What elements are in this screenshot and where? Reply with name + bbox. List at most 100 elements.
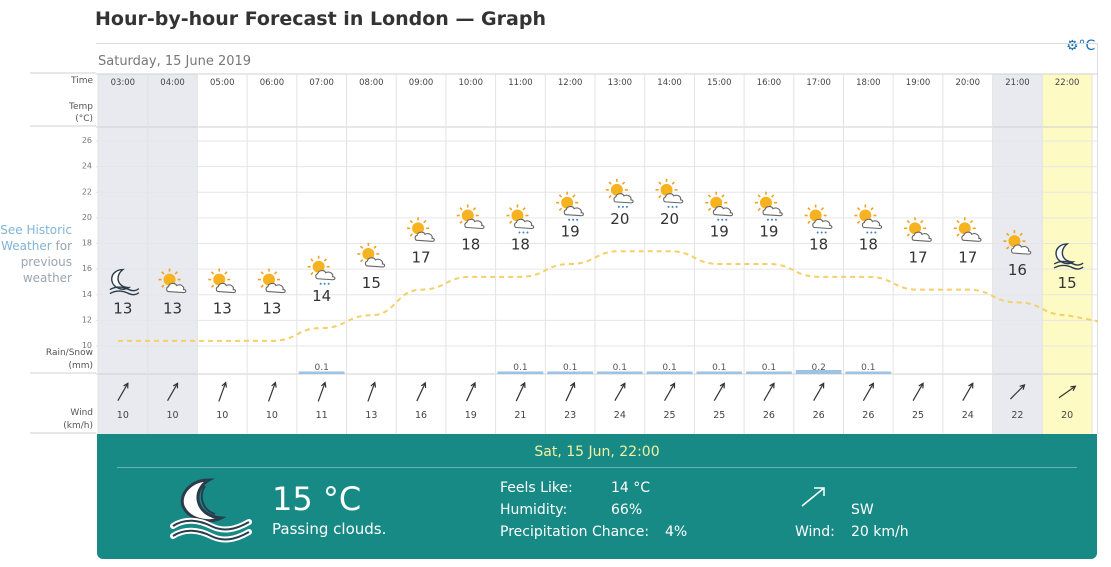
wind-arrow-head (918, 382, 924, 389)
hour-temperature: 13 (262, 300, 281, 318)
wind-arrow (267, 382, 276, 402)
wind-arrow-head (470, 381, 476, 388)
wind-arrow (317, 382, 326, 402)
wind-arrow (218, 382, 227, 402)
wind-arrow (713, 383, 725, 401)
wind-arrow (862, 383, 874, 401)
wind-arrow (962, 383, 974, 401)
night-hour-column[interactable] (147, 74, 198, 435)
wind-arrow-head (620, 382, 626, 389)
wind-arrow-head (420, 381, 427, 388)
hour-temperature: 17 (412, 248, 431, 266)
wind-arrow-head (669, 382, 676, 389)
hour-rain-amount: 0.1 (861, 363, 875, 373)
wind-arrow (664, 383, 676, 401)
hour-temperature: 14 (312, 287, 331, 305)
historic-rest-text: for previous weather (20, 239, 72, 285)
sun-cloud-icon (357, 242, 386, 268)
hour-wind-speed: 23 (564, 410, 576, 421)
wind-unit-label: (km/h) (63, 421, 93, 431)
rain-bar (746, 371, 792, 374)
hour-wind-speed: 10 (266, 410, 278, 421)
hour-temperature: 15 (362, 274, 381, 292)
night-hour-column[interactable] (98, 74, 148, 435)
temp-unit-label: (°C) (75, 114, 93, 124)
hour-rain-amount: 0.1 (563, 363, 577, 373)
temp-axis-tick: 22 (82, 187, 92, 196)
wind-arrow-head (320, 381, 327, 388)
wind-label: Wind: (795, 524, 835, 540)
rain-bar (646, 371, 693, 374)
wind-arrow-head (221, 381, 228, 388)
sun-cloud-icon (208, 268, 237, 294)
sun-cloud-rain-icon (854, 204, 883, 234)
sun-cloud-rain-icon (655, 178, 684, 208)
humidity-value: 66% (611, 502, 643, 518)
hour-rain-amount: 0.1 (662, 363, 676, 373)
wind-arrow (813, 383, 825, 401)
temp-axis-tick: 26 (82, 136, 92, 145)
feels-like-value: 14 °C (611, 480, 651, 496)
temp-axis-tick: 18 (82, 239, 92, 248)
sun-cloud-rain-icon (705, 191, 734, 221)
temperature-trend-line (118, 250, 1098, 342)
sun-cloud-icon (953, 217, 982, 242)
hour-wind-speed: 24 (962, 410, 974, 421)
hour-time-label: 12:00 (558, 78, 583, 88)
sun-cloud-rain-icon (605, 178, 634, 208)
wind-arrow (1058, 385, 1076, 399)
temp-axis-tick: 20 (82, 213, 92, 222)
hour-temperature: 13 (213, 300, 232, 318)
hour-temperature: 20 (610, 210, 629, 228)
hour-temperature: 13 (163, 300, 182, 318)
moon-cloud-icon (109, 268, 140, 296)
temp-axis-tick: 10 (82, 341, 92, 350)
wind-arrow-head (968, 382, 974, 389)
hour-temperature: 19 (710, 223, 729, 241)
rain-bar (298, 371, 345, 374)
row-label-column: Time Temp (°C) Rain/Snow (mm) Wind (km/h) 26 24 2… (30, 72, 96, 434)
hour-time-label: 13:00 (608, 78, 633, 88)
wind-arrow-head (1070, 385, 1077, 392)
page-title: Hour-by-hour Forecast in London — Graph (95, 8, 546, 30)
hour-time-label: 16:00 (757, 78, 782, 88)
hour-wind-speed: 26 (813, 410, 825, 421)
hour-time-label: 06:00 (260, 78, 285, 88)
precipitation-value: 4% (665, 524, 688, 540)
hour-time-label: 03:00 (111, 78, 136, 88)
hour-wind-speed: 13 (365, 410, 377, 421)
rain-unit-label: (mm) (68, 361, 93, 371)
sun-cloud-icon (407, 217, 435, 242)
temp-axis-tick: 24 (82, 162, 92, 171)
wind-arrow-head (569, 381, 576, 388)
wind-arrow (565, 382, 575, 402)
hour-time-label: 07:00 (309, 78, 334, 88)
night-hour-column[interactable] (992, 74, 1043, 435)
hour-wind-speed: 25 (713, 410, 725, 421)
hour-wind-speed: 25 (664, 410, 676, 421)
temperature-unit-toggle[interactable]: ⚙°C (1066, 38, 1096, 54)
sun-cloud-icon (257, 268, 286, 294)
historic-link-text[interactable]: See Historic Weather (0, 223, 72, 253)
rain-bar (597, 371, 643, 374)
hour-time-label: 04:00 (160, 78, 185, 88)
hour-wind-speed: 22 (1011, 410, 1023, 421)
wind-arrow (167, 383, 179, 401)
hour-wind-speed: 21 (514, 410, 526, 421)
temp-axis-tick: 16 (82, 264, 92, 273)
hour-temperature: 19 (561, 223, 580, 241)
hour-temperature: 16 (1008, 261, 1027, 279)
selected-hour-column[interactable] (1042, 74, 1092, 435)
wind-arrow-head (1019, 384, 1026, 390)
hour-wind-speed: 19 (465, 410, 477, 421)
hour-rain-amount: 0.2 (811, 363, 825, 373)
selected-hour-detail: Sat, 15 Jun, 22:00 15 °C Passing clouds.… (97, 434, 1097, 559)
historic-weather-link[interactable]: See Historic Weather for previous weathe… (0, 222, 72, 286)
hour-temperature: 18 (461, 236, 480, 254)
sun-cloud-rain-icon (307, 255, 336, 285)
rain-bar (795, 370, 842, 374)
humidity-label: Humidity: (500, 502, 568, 518)
wind-arrow-head (271, 381, 277, 388)
wind-arrow (763, 383, 775, 401)
hour-rain-amount: 0.1 (762, 363, 776, 373)
